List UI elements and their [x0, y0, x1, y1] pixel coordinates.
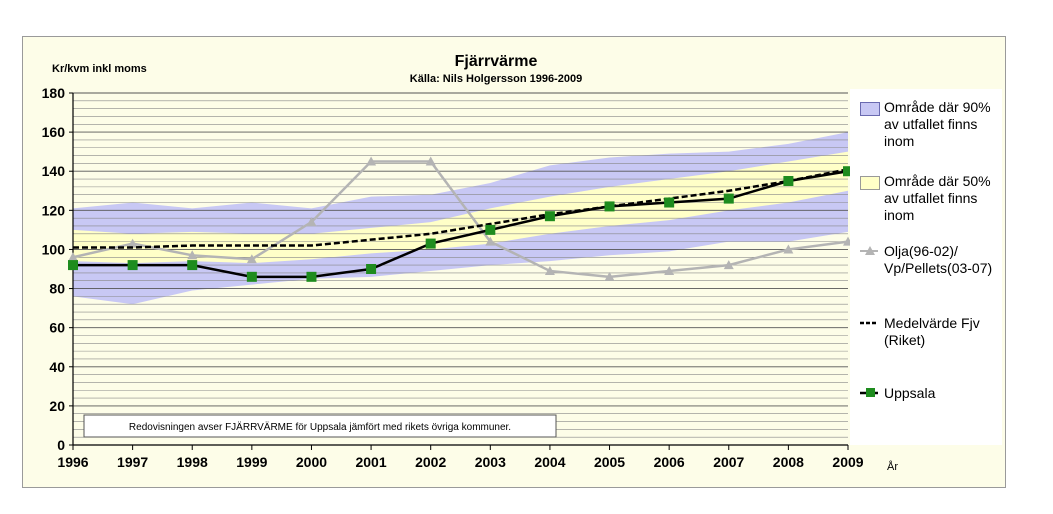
y-tick-label: 80 [49, 281, 65, 297]
x-tick-label: 2001 [355, 454, 386, 470]
series-point-uppsala [127, 260, 138, 271]
x-tick-label: 2000 [296, 454, 327, 470]
series-point-olja [723, 260, 734, 270]
x-tick-label: 2005 [594, 454, 625, 470]
series-point-uppsala [187, 260, 198, 271]
tick-layer: 0 20 40 60 80 100 120 140 160 180 1996 1997 1998 1999… [42, 85, 864, 470]
y-tick-label: 140 [42, 163, 66, 179]
x-tick-label: 2006 [654, 454, 685, 470]
legend-swatch-uppsala [860, 388, 878, 397]
y-tick-label: 160 [42, 124, 66, 140]
series-point-uppsala [366, 264, 377, 274]
series-point-olja [664, 265, 675, 275]
x-tick-label: 1998 [177, 454, 208, 470]
x-tick-label: 2004 [534, 454, 565, 470]
series-point-uppsala [485, 224, 496, 235]
y-tick-label: 120 [42, 202, 66, 218]
y-tick-label: 20 [49, 398, 65, 414]
series-point-uppsala [68, 260, 78, 271]
y-tick-label: 0 [57, 437, 65, 453]
legend-swatch-medel [860, 321, 878, 325]
y-tick-label: 100 [42, 241, 66, 257]
x-axis-label: År [887, 460, 898, 473]
x-tick-label: 2007 [713, 454, 744, 470]
x-tick-label: 1999 [236, 454, 267, 470]
note-text: Redovisningen avser FJÄRRVÄRME för Uppsa… [129, 421, 511, 433]
series-point-uppsala [604, 201, 615, 212]
x-tick-label: 2002 [415, 454, 446, 470]
series-point-olja [127, 238, 138, 248]
legend: Område där 90% av utfallet finns inom Om… [850, 89, 1002, 445]
series-point-uppsala [723, 193, 734, 204]
x-tick-label: 2003 [475, 454, 506, 470]
series-point-olja [783, 244, 794, 254]
x-tick-label: 1997 [117, 454, 148, 470]
legend-label-band50: Område där 50% av utfallet finns inom [884, 173, 991, 223]
grid-layer [73, 92, 848, 438]
series-point-olja [425, 156, 436, 166]
series-layer [68, 156, 853, 282]
series-point-olja [68, 252, 78, 262]
legend-label-uppsala: Uppsala [884, 385, 936, 401]
legend-label-band90: Område där 90% av utfallet finns inom [884, 99, 991, 149]
series-point-uppsala [246, 271, 257, 282]
legend-label-medel: Medelvärde Fjv (Riket) [884, 315, 980, 348]
series-line-medelvarde [73, 168, 849, 249]
y-axis-label: Kr/kvm inkl moms [52, 63, 147, 75]
note-box [83, 414, 557, 438]
series-point-olja [306, 217, 317, 227]
series-point-uppsala [425, 238, 436, 249]
legend-swatch-band90 [860, 102, 880, 116]
series-point-olja [246, 254, 257, 264]
x-tick-label: 2009 [832, 454, 863, 470]
series-point-uppsala [783, 176, 794, 186]
series-point-olja [544, 265, 555, 275]
series-point-olja [366, 156, 377, 166]
series-point-olja [187, 250, 198, 260]
legend-swatch-olja [860, 246, 878, 255]
legend-label-olja: Olja(96-02)/ Vp/Pellets(03-07) [884, 243, 993, 276]
series-point-uppsala [664, 197, 675, 208]
series-line-uppsala [73, 169, 849, 279]
series-point-uppsala [843, 166, 853, 177]
chart-title: Fjärrvärme [455, 53, 538, 70]
series-point-olja [604, 271, 615, 281]
x-tick-label: 1996 [57, 454, 88, 470]
legend-swatch-band50 [860, 176, 880, 190]
series-point-olja [485, 236, 496, 246]
band-50-area [73, 151, 848, 264]
x-tick-label: 2008 [773, 454, 804, 470]
chart-subtitle: Källa: Nils Holgersson 1996-2009 [410, 73, 582, 85]
y-tick-label: 60 [49, 320, 65, 336]
series-point-uppsala [306, 271, 317, 282]
y-tick-label: 40 [49, 359, 65, 375]
series-point-uppsala [544, 211, 555, 222]
series-line-olja [72, 160, 849, 279]
y-tick-label: 180 [42, 85, 66, 101]
